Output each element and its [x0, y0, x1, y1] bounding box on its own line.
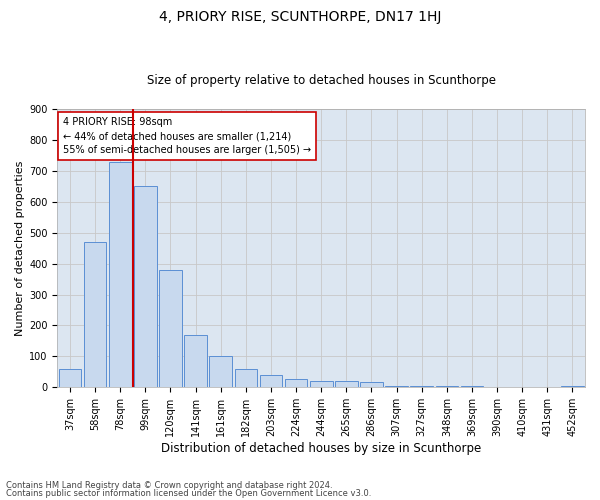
Bar [486, 386, 508, 388]
Text: Contains HM Land Registry data © Crown copyright and database right 2024.: Contains HM Land Registry data © Crown c… [6, 481, 332, 490]
Bar [385, 386, 408, 388]
Text: 4 PRIORY RISE: 98sqm
← 44% of detached houses are smaller (1,214)
55% of semi-de: 4 PRIORY RISE: 98sqm ← 44% of detached h… [62, 118, 311, 156]
Text: Contains public sector information licensed under the Open Government Licence v3: Contains public sector information licen… [6, 488, 371, 498]
Bar [310, 381, 332, 388]
Bar [109, 162, 131, 388]
Bar [410, 386, 433, 388]
Title: Size of property relative to detached houses in Scunthorpe: Size of property relative to detached ho… [146, 74, 496, 87]
Text: 4, PRIORY RISE, SCUNTHORPE, DN17 1HJ: 4, PRIORY RISE, SCUNTHORPE, DN17 1HJ [159, 10, 441, 24]
Bar [285, 379, 307, 388]
Bar [436, 386, 458, 388]
X-axis label: Distribution of detached houses by size in Scunthorpe: Distribution of detached houses by size … [161, 442, 481, 455]
Bar [360, 382, 383, 388]
Bar [260, 375, 282, 388]
Bar [335, 381, 358, 388]
Bar [561, 386, 584, 388]
Y-axis label: Number of detached properties: Number of detached properties [15, 160, 25, 336]
Bar [536, 386, 559, 388]
Bar [134, 186, 157, 388]
Bar [84, 242, 106, 388]
Bar [209, 356, 232, 388]
Bar [59, 369, 81, 388]
Bar [184, 335, 207, 388]
Bar [511, 386, 533, 388]
Bar [159, 270, 182, 388]
Bar [235, 369, 257, 388]
Bar [461, 386, 483, 388]
